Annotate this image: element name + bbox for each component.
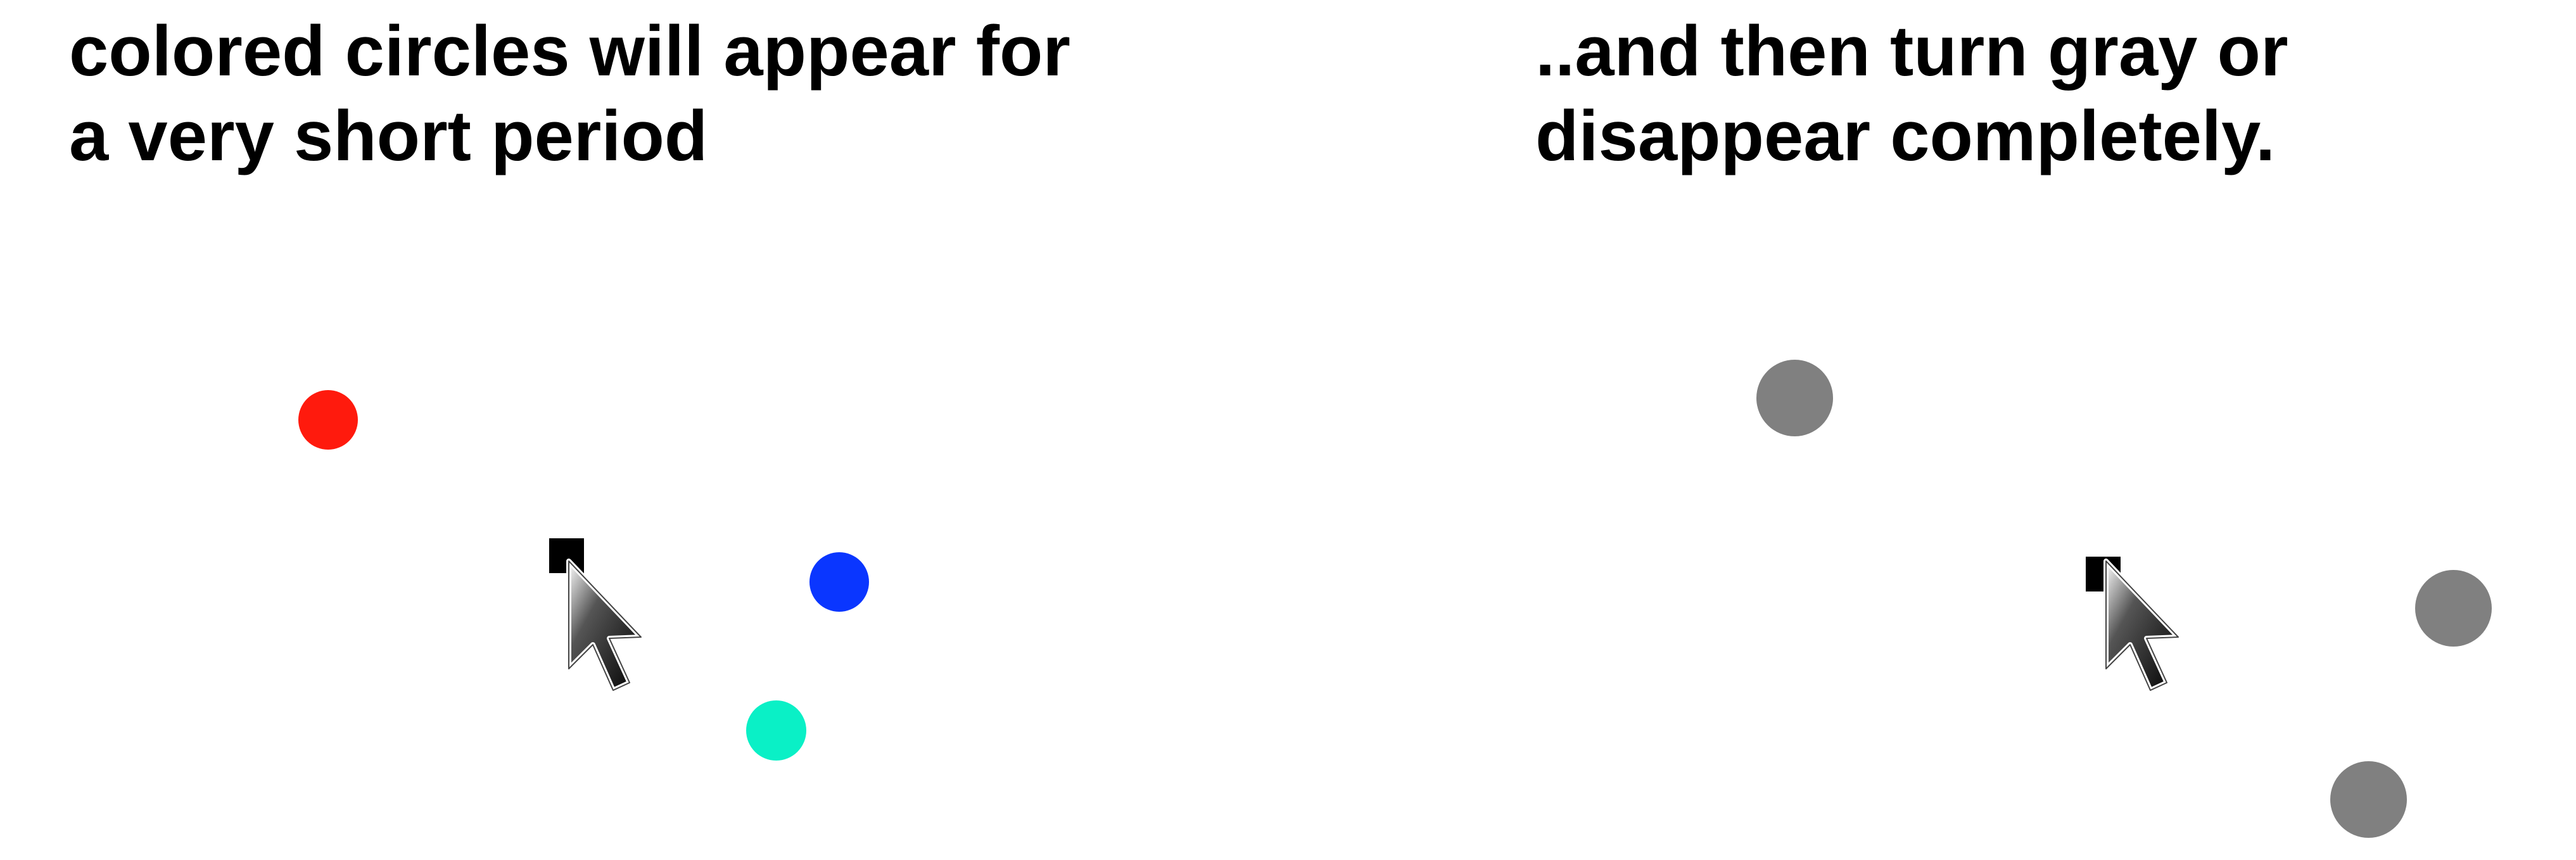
mouse-pointer-icon — [2103, 559, 2181, 693]
caption-line-2: disappear completely. — [1535, 96, 2276, 175]
gray-circle — [2330, 761, 2407, 838]
caption-line-1: ..and then turn gray or — [1535, 11, 2288, 91]
caption-line-1: colored circles will appear for — [69, 11, 1071, 91]
teal-circle — [746, 700, 806, 761]
blue-circle — [809, 552, 869, 612]
panel-gray: ..and then turn gray or disappear comple… — [1288, 0, 2576, 860]
panel-colored: colored circles will appear for a very s… — [69, 9, 1070, 761]
gray-circle — [1756, 360, 1833, 436]
caption-line-2: a very short period — [69, 96, 708, 175]
caption-gray: ..and then turn gray or disappear comple… — [1535, 9, 2288, 179]
gray-circle — [2415, 570, 2492, 647]
red-circle — [298, 390, 358, 450]
mouse-pointer-icon — [566, 559, 644, 693]
caption-colored: colored circles will appear for a very s… — [69, 9, 1070, 179]
